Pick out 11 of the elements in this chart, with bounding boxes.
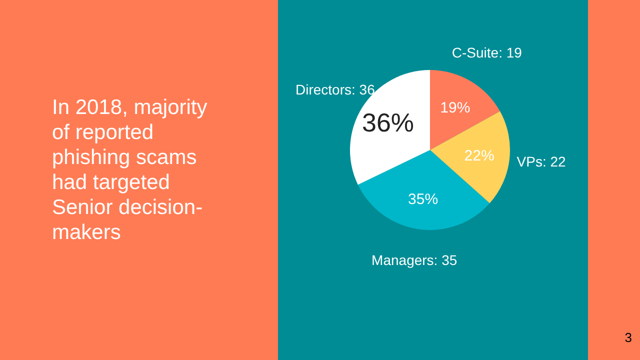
text: 3 bbox=[624, 330, 632, 345]
data-label: 35% bbox=[408, 191, 438, 208]
data-label: 22% bbox=[464, 148, 494, 165]
pie-slice bbox=[430, 70, 500, 150]
slice-label: C-Suite: 19 bbox=[452, 44, 522, 61]
slice-label: Directors: 36 bbox=[295, 81, 376, 98]
text: In 2018, majority of reported phishing scams had targeted Senior decision- makers bbox=[52, 96, 208, 244]
slice-label: Managers: 35 bbox=[372, 252, 458, 268]
data-label: 36% bbox=[362, 108, 414, 138]
slice-label: VPs: 22 bbox=[516, 154, 566, 170]
data-label: 19% bbox=[440, 99, 470, 116]
